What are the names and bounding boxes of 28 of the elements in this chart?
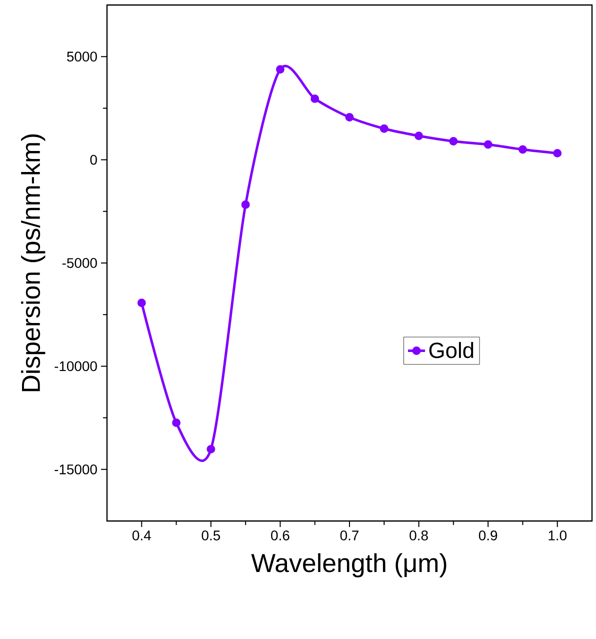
point bbox=[449, 136, 458, 146]
y-tick-label: -10000 bbox=[54, 361, 97, 372]
x-tick-label: 0.6 bbox=[271, 530, 290, 540]
x-tick-label: 0.5 bbox=[202, 530, 220, 540]
point bbox=[241, 200, 250, 209]
point bbox=[380, 124, 388, 133]
legend-label: Gold bbox=[429, 342, 474, 358]
y-tick-label: -15000 bbox=[54, 464, 97, 474]
y-axis-title: Dispersion (ps/nm-km) bbox=[21, 134, 46, 392]
x-tick-label: 1.0 bbox=[548, 530, 567, 540]
point bbox=[310, 94, 320, 103]
y-tick-label: 0 bbox=[90, 154, 97, 165]
point bbox=[414, 132, 424, 140]
point bbox=[276, 65, 284, 74]
x-axis-title: Wavelength (μm) bbox=[251, 553, 446, 578]
point bbox=[206, 444, 216, 454]
x-tick-label: 0.7 bbox=[340, 530, 358, 540]
point bbox=[484, 140, 492, 149]
x-tick-label: 0.4 bbox=[132, 530, 151, 540]
x-tick-label: 0.8 bbox=[410, 530, 428, 540]
y-tick-label: 5000 bbox=[67, 52, 97, 62]
point bbox=[553, 148, 562, 158]
point bbox=[172, 418, 181, 427]
point bbox=[137, 298, 146, 308]
x-tick-label: 0.9 bbox=[478, 530, 498, 540]
y-tick-label: -5000 bbox=[62, 258, 97, 268]
point bbox=[518, 145, 527, 154]
point bbox=[345, 113, 354, 122]
